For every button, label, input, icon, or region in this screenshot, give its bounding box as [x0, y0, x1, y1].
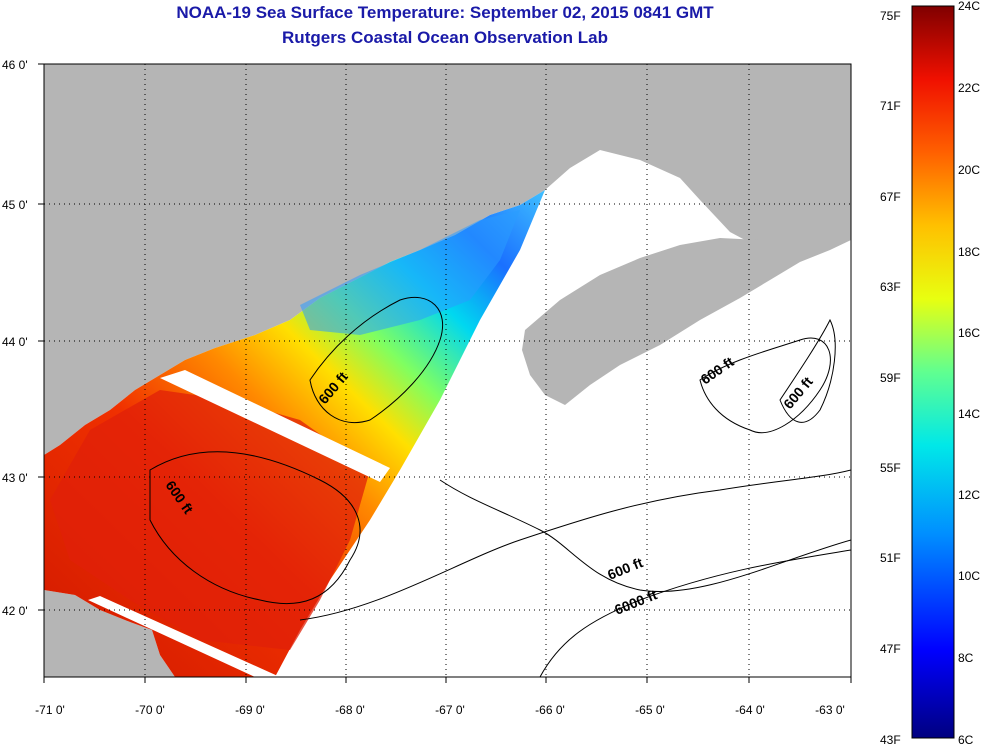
colorbar	[911, 5, 955, 739]
cb-c-10: 10C	[958, 569, 980, 583]
cb-c-22: 22C	[958, 81, 980, 95]
lon-label-67: -67 0'	[435, 703, 465, 717]
lon-label-66: -66 0'	[535, 703, 565, 717]
cb-c-12: 12C	[958, 488, 980, 502]
cb-f-55: 55F	[880, 461, 901, 475]
land-maine-newbrunswick	[44, 64, 851, 455]
lat-label-42: 42 0'	[2, 604, 28, 618]
cb-c-16: 16C	[958, 326, 980, 340]
cb-c-24: 24C	[958, 0, 980, 13]
lon-label-70: -70 0'	[135, 703, 165, 717]
lon-label-65: -65 0'	[635, 703, 665, 717]
cb-f-51: 51F	[880, 551, 901, 565]
lon-label-64: -64 0'	[735, 703, 765, 717]
graticule	[44, 64, 851, 677]
cb-c-20: 20C	[958, 163, 980, 177]
lon-label-68: -68 0'	[335, 703, 365, 717]
lat-label-45: 45 0'	[2, 198, 28, 212]
lat-label-46: 46 0'	[2, 58, 28, 72]
map-title: NOAA-19 Sea Surface Temperature: Septemb…	[176, 3, 714, 22]
sst-warm-core	[50, 390, 370, 650]
cb-c-8: 8C	[958, 651, 974, 665]
land-nova-scotia	[522, 64, 851, 405]
map-subtitle: Rutgers Coastal Ocean Observation Lab	[282, 28, 608, 47]
sst-cool-band	[300, 210, 520, 335]
cb-f-43: 43F	[880, 733, 901, 747]
cb-c-18: 18C	[958, 245, 980, 259]
lat-label-44: 44 0'	[2, 335, 28, 349]
lon-label-71: -71 0'	[35, 703, 65, 717]
no-data-stripe-2	[88, 596, 280, 677]
cb-f-47: 47F	[880, 642, 901, 656]
map-area: 600 ft 600 ft 600 ft 600 ft 600 ft 6000 …	[44, 64, 851, 677]
cb-f-71: 71F	[880, 99, 901, 113]
no-data-stripe-1	[160, 370, 390, 482]
map-border	[43, 63, 852, 678]
cb-c-6: 6C	[958, 733, 974, 747]
cb-c-14: 14C	[958, 407, 980, 421]
bathymetry-contours	[149, 296, 851, 677]
cb-f-63: 63F	[880, 280, 901, 294]
land-cape-cod	[44, 590, 175, 677]
cb-f-75: 75F	[880, 9, 901, 23]
lat-label-43: 43 0'	[2, 471, 28, 485]
lon-label-63: -63 0'	[815, 703, 845, 717]
lon-label-69: -69 0'	[235, 703, 265, 717]
axis-ticks	[38, 63, 852, 683]
cb-f-67: 67F	[880, 190, 901, 204]
cb-f-59: 59F	[880, 371, 901, 385]
